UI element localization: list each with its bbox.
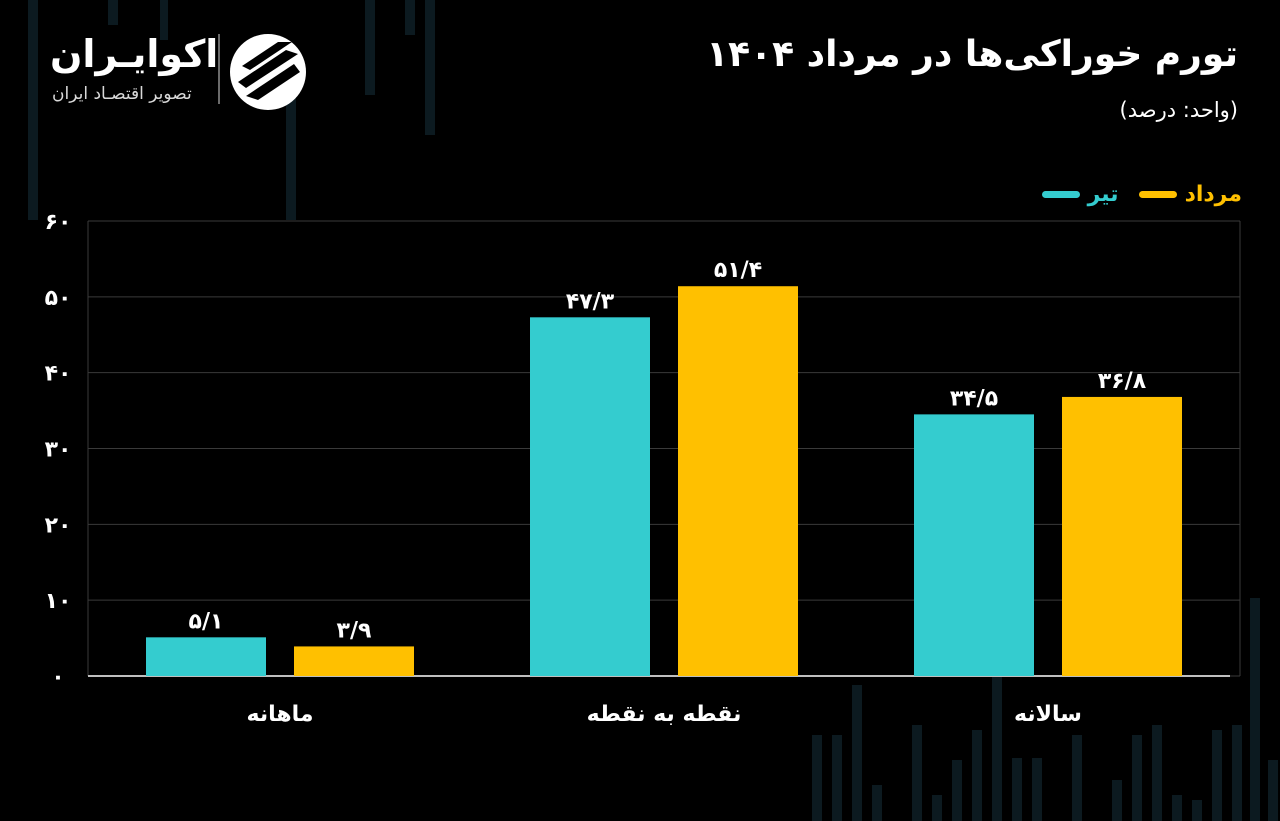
deco-bar [1192, 800, 1202, 821]
deco-bar [28, 0, 38, 220]
deco-bar [992, 675, 1002, 821]
y-tick-label: ۳۰ [45, 438, 72, 463]
deco-bar [1212, 730, 1222, 821]
data-label-tir: ۴۷/۳ [566, 289, 615, 314]
deco-bar [1232, 725, 1242, 821]
brand-name: اکوایـران [50, 32, 219, 76]
data-label-tir: ۳۴/۵ [950, 386, 998, 411]
deco-bar [160, 0, 168, 40]
deco-bar [952, 760, 962, 821]
deco-bar [1152, 725, 1162, 821]
deco-bar [108, 0, 118, 25]
x-category-label: نقطه به نقطه [587, 702, 742, 727]
deco-bar [832, 735, 842, 821]
deco-bar [1250, 598, 1260, 821]
deco-bar [1132, 735, 1142, 821]
chart-unit: (واحد: درصد) [1119, 98, 1238, 122]
bar-mordad [1062, 396, 1182, 676]
deco-bar [1268, 760, 1278, 821]
data-label-mordad: ۳/۹ [337, 618, 372, 643]
y-tick-label: ۶۰ [45, 210, 72, 235]
legend-label-mordad: مرداد [1184, 181, 1242, 207]
y-tick-label: ۴۰ [45, 362, 72, 387]
deco-bar [405, 0, 415, 35]
deco-bar [852, 685, 862, 821]
chart-legend: مرداد تیر [1041, 180, 1242, 208]
data-label-mordad: ۳۶/۸ [1098, 369, 1147, 394]
deco-bar [972, 730, 982, 821]
deco-bar [812, 735, 822, 821]
y-tick-label: ۱۰ [45, 589, 72, 614]
bar-mordad [294, 646, 414, 676]
bar-tir [530, 317, 650, 676]
brand-mark-icon [230, 34, 306, 110]
legend-swatch-tir [1041, 190, 1080, 198]
y-tick-label: ۲۰ [45, 513, 72, 538]
brand-logo: اکوایـران تصویر اقتصـاد ایران [50, 32, 320, 112]
deco-bar [365, 0, 375, 95]
y-tick-label: ۵۰ [45, 286, 72, 311]
deco-bar [1012, 758, 1022, 821]
y-tick-label: ۰ [51, 665, 64, 690]
legend-item-tir: تیر [1041, 181, 1119, 207]
legend-swatch-mordad [1138, 190, 1177, 198]
deco-bar [1172, 795, 1182, 821]
bar-mordad [678, 286, 798, 676]
data-label-tir: ۵/۱ [189, 609, 224, 634]
data-label-mordad: ۵۱/۴ [714, 258, 762, 283]
deco-bar [1072, 735, 1082, 821]
brand-tagline: تصویر اقتصـاد ایران [52, 84, 192, 104]
logo-divider [218, 34, 220, 104]
deco-bar [1112, 780, 1122, 821]
deco-bar [286, 70, 296, 220]
legend-item-mordad: مرداد [1138, 181, 1242, 207]
chart-title: تورم خوراکی‌ها در مرداد ۱۴۰۴ [706, 34, 1238, 75]
x-category-label: سالانه [1014, 702, 1082, 727]
deco-bar [912, 725, 922, 821]
deco-bar [425, 0, 435, 135]
x-category-label: ماهانه [247, 702, 314, 727]
deco-bar [1032, 758, 1042, 821]
legend-label-tir: تیر [1087, 181, 1119, 207]
bar-tir [914, 414, 1034, 676]
bar-tir [146, 637, 266, 676]
deco-bar [872, 785, 882, 821]
deco-bar [932, 795, 942, 821]
